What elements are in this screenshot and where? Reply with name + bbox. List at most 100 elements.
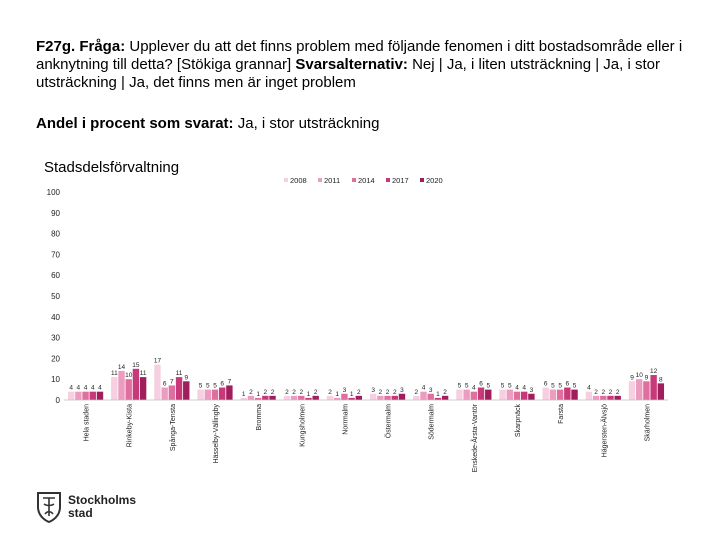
data-label: 6	[544, 381, 548, 388]
category-label: Hässelby-Vällingby	[213, 404, 220, 464]
bar	[219, 387, 226, 400]
data-label: 4	[522, 385, 526, 392]
bar	[441, 395, 449, 400]
bar	[125, 379, 132, 400]
bar	[211, 389, 219, 400]
category-label: Enskede-Årsta-Vantör	[470, 403, 479, 472]
category-label: Bromma	[256, 404, 263, 431]
category-label: Farsta	[558, 404, 565, 424]
legend-label: 2014	[358, 176, 375, 185]
data-label: 6	[479, 381, 483, 388]
data-label: 6	[163, 381, 167, 388]
question-label: F27g. Fråga:	[36, 38, 126, 55]
share-label: Andel i procent som svarat:	[36, 115, 234, 132]
data-label: 4	[69, 385, 73, 392]
y-tick-label: 20	[51, 354, 60, 363]
bar	[111, 377, 118, 400]
bar	[413, 395, 420, 400]
category-label: Norrmalm	[342, 404, 349, 435]
bar	[183, 381, 190, 400]
stockholm-crest-icon	[37, 492, 61, 524]
data-label: 5	[199, 383, 203, 390]
y-tick-label: 10	[51, 375, 60, 384]
bar	[168, 385, 176, 400]
question-text: Upplever du att det finns problem med fö…	[36, 38, 683, 73]
y-tick-label: 40	[51, 313, 60, 322]
bar	[269, 395, 276, 400]
bar	[377, 395, 384, 400]
data-label: 5	[501, 383, 505, 390]
data-label: 4	[587, 385, 591, 392]
category-label: Rinkeby-Kista	[127, 404, 134, 447]
bar	[154, 364, 161, 400]
data-label: 10	[636, 372, 644, 379]
legend-label: 2008	[290, 176, 307, 185]
data-label: 3	[429, 387, 433, 394]
bar	[592, 395, 600, 400]
data-label: 2	[601, 389, 605, 396]
bar	[628, 381, 636, 400]
share-heading: Andel i procent som svarat: Ja, i stor u…	[36, 115, 696, 133]
bar	[247, 395, 255, 400]
bar	[89, 391, 96, 400]
bar	[312, 395, 319, 400]
data-label: 1	[307, 391, 311, 398]
bar	[600, 395, 607, 400]
data-label: 1	[256, 391, 260, 398]
bar	[477, 387, 485, 400]
category-label: Skärholmen	[644, 404, 651, 441]
data-label: 2	[393, 389, 397, 396]
data-label: 5	[508, 383, 512, 390]
data-label: 3	[371, 387, 375, 394]
data-label: 2	[271, 389, 275, 396]
data-label: 17	[154, 358, 162, 365]
chart-title: Stadsdelsförvaltning	[44, 159, 180, 176]
data-label: 1	[350, 391, 354, 398]
data-label: 2	[299, 389, 303, 396]
bar	[521, 391, 528, 400]
data-label: 5	[486, 383, 490, 390]
data-label: 14	[118, 364, 126, 371]
data-label: 2	[386, 389, 390, 396]
legend-swatch	[386, 178, 390, 182]
data-label: 5	[465, 383, 469, 390]
data-label: 5	[551, 383, 555, 390]
data-label: 4	[515, 385, 519, 392]
data-label: 4	[84, 385, 88, 392]
bar	[470, 391, 478, 400]
data-label: 2	[594, 389, 598, 396]
data-label: 10	[125, 372, 133, 379]
bar	[585, 391, 593, 400]
share-value: Ja, i stor utsträckning	[237, 115, 380, 132]
data-label: 2	[314, 389, 318, 396]
y-tick-label: 30	[51, 334, 60, 343]
bar	[643, 381, 650, 400]
alternatives-label: Svarsalternativ:	[295, 56, 408, 73]
legend-label: 2020	[426, 176, 443, 185]
data-label: 2	[609, 389, 613, 396]
data-label: 11	[140, 370, 147, 377]
logo-text: Stockholms stad	[68, 494, 136, 520]
bar	[67, 391, 75, 400]
data-label: 2	[357, 389, 361, 396]
data-label: 9	[645, 374, 649, 381]
bar	[298, 395, 305, 400]
logo-line2: stad	[68, 506, 93, 520]
bar	[305, 397, 312, 400]
bar	[75, 391, 82, 400]
data-label: 9	[184, 374, 188, 381]
legend-swatch	[352, 178, 356, 182]
bar	[564, 387, 571, 400]
data-label: 2	[443, 389, 447, 396]
bar	[499, 389, 506, 400]
category-label: Spånga-Tensta	[169, 404, 177, 451]
y-tick-label: 50	[51, 292, 60, 301]
data-label: 5	[558, 383, 562, 390]
bar	[82, 391, 89, 400]
data-label: 5	[573, 383, 577, 390]
category-label: Skarpnäck	[515, 404, 522, 438]
bar	[549, 389, 557, 400]
bar	[556, 389, 564, 400]
bar	[542, 387, 549, 400]
